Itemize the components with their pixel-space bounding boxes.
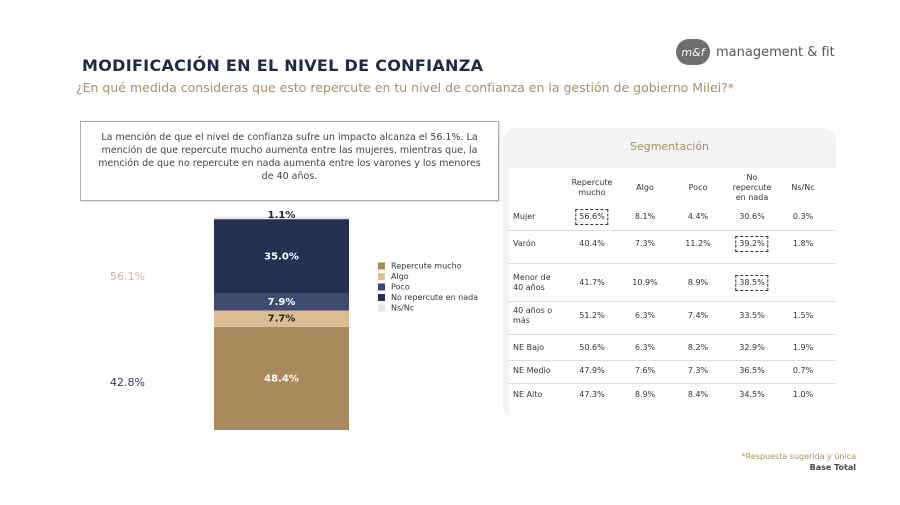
table-cell: 7.3% bbox=[687, 366, 709, 375]
table-cell: 6.3% bbox=[634, 311, 656, 320]
bar-segment bbox=[214, 310, 349, 327]
table-cell: 6.3% bbox=[634, 343, 656, 352]
row-label: Menor de 40 años bbox=[513, 273, 551, 292]
legend-label: Repercute mucho bbox=[391, 262, 462, 271]
table-cell: 47.9% bbox=[579, 366, 605, 375]
row-separator bbox=[509, 263, 836, 264]
data-label: 35.0% bbox=[264, 251, 299, 262]
table-cell: 7.6% bbox=[634, 366, 656, 375]
table-cell: 7.3% bbox=[634, 239, 656, 248]
table-cell: 56.6% bbox=[575, 209, 609, 225]
table-cell: 8.9% bbox=[634, 390, 656, 399]
legend-label: Algo bbox=[391, 272, 409, 281]
table-cell: 39.2% bbox=[735, 236, 769, 252]
row-separator bbox=[509, 334, 836, 335]
data-label: 7.7% bbox=[268, 314, 296, 325]
annotation: 56.1% bbox=[110, 270, 145, 283]
table-cell: 0.3% bbox=[792, 212, 814, 221]
segmentation-table: Repercute mucho Algo Poco No repercute en n… bbox=[509, 168, 836, 420]
table-cell: 11.2% bbox=[685, 239, 711, 248]
bar-segment bbox=[214, 293, 349, 311]
logo-text: management & fit bbox=[716, 44, 835, 60]
bar-segment bbox=[214, 326, 349, 430]
row-label: NE Alto bbox=[513, 390, 543, 399]
annotation: 42.8% bbox=[110, 376, 145, 389]
table-cell: 40.4% bbox=[579, 239, 605, 248]
table-cell: 1.5% bbox=[792, 311, 814, 320]
column-header: Repercute mucho bbox=[571, 178, 613, 197]
summary-box: La mención de que el nivel de confianza … bbox=[80, 121, 499, 201]
table-cell: 51.2% bbox=[579, 311, 605, 320]
table-cell: 50.6% bbox=[579, 343, 605, 352]
segmentation-panel: Segmentación Repercute mucho Algo Poco No r… bbox=[503, 128, 836, 420]
data-label: 7.9% bbox=[268, 297, 296, 308]
column-header: Algo bbox=[636, 183, 654, 192]
table-cell: 8.9% bbox=[687, 278, 709, 287]
question: ¿En qué medida consideras que esto reper… bbox=[76, 80, 735, 95]
column-header: Ns/Nc bbox=[791, 183, 815, 192]
legend-label: Poco bbox=[391, 283, 410, 292]
row-label: Varón bbox=[513, 239, 536, 248]
logo: m&f management & fit bbox=[676, 38, 835, 66]
footnote: *Respuesta sugerida y única bbox=[741, 452, 856, 461]
data-label: 48.4% bbox=[264, 373, 299, 384]
table-cell: 32.9% bbox=[739, 343, 765, 352]
table-cell: 41.7% bbox=[579, 278, 605, 287]
table-cell: 38.5% bbox=[735, 275, 769, 291]
table-cell: 8.1% bbox=[634, 212, 656, 221]
row-label: NE Bajo bbox=[513, 343, 545, 352]
bar-segment bbox=[214, 219, 349, 294]
table-cell: 1.0% bbox=[792, 390, 814, 399]
row-separator bbox=[509, 301, 836, 302]
table-cell: 1.9% bbox=[792, 343, 814, 352]
table-cell: 34.5% bbox=[739, 390, 765, 399]
legend-swatch bbox=[378, 283, 385, 291]
row-label: 40 años o más bbox=[513, 306, 553, 325]
row-separator bbox=[509, 360, 836, 361]
table-cell: 8.4% bbox=[687, 390, 709, 399]
row-separator bbox=[509, 383, 836, 384]
table-cell: 33.5% bbox=[739, 311, 765, 320]
legend-swatch bbox=[378, 262, 385, 270]
logo-mark: m&f bbox=[676, 39, 710, 65]
table-cell: 8.2% bbox=[687, 343, 709, 352]
table-cell: 0.7% bbox=[792, 366, 814, 375]
bar-segment bbox=[214, 216, 349, 220]
legend-swatch bbox=[378, 294, 385, 301]
legend-swatch bbox=[378, 273, 385, 280]
column-header: No repercute en nada bbox=[732, 173, 772, 202]
table-cell: 36.5% bbox=[739, 366, 765, 375]
row-label: NE Medio bbox=[513, 366, 551, 375]
table-cell: 10.9% bbox=[632, 278, 658, 287]
data-label: 1.1% bbox=[268, 210, 296, 221]
row-label: Mujer bbox=[513, 212, 536, 221]
panel-title: Segmentación bbox=[629, 140, 710, 153]
table-cell: 47.3% bbox=[579, 390, 605, 399]
chart: 48.4% 7.7% 7.9% 35.0% 1.1% Repercute muchoAlg… bbox=[110, 210, 478, 430]
legend-label: Ns/Nc bbox=[391, 304, 414, 313]
column-header: Poco bbox=[688, 183, 708, 192]
legend-swatch bbox=[378, 304, 385, 312]
base-note: Base Total bbox=[809, 463, 856, 472]
table-cell: 30.6% bbox=[739, 212, 765, 221]
table-cell: 1.8% bbox=[792, 239, 814, 248]
table-cell: 7.4% bbox=[687, 311, 709, 320]
row-separator bbox=[509, 230, 836, 231]
legend-label: No repercute en nada bbox=[391, 293, 478, 302]
table-cell: 4.4% bbox=[687, 212, 709, 221]
title: MODIFICACIÓN EN EL NIVEL DE CONFIANZA bbox=[82, 56, 484, 75]
